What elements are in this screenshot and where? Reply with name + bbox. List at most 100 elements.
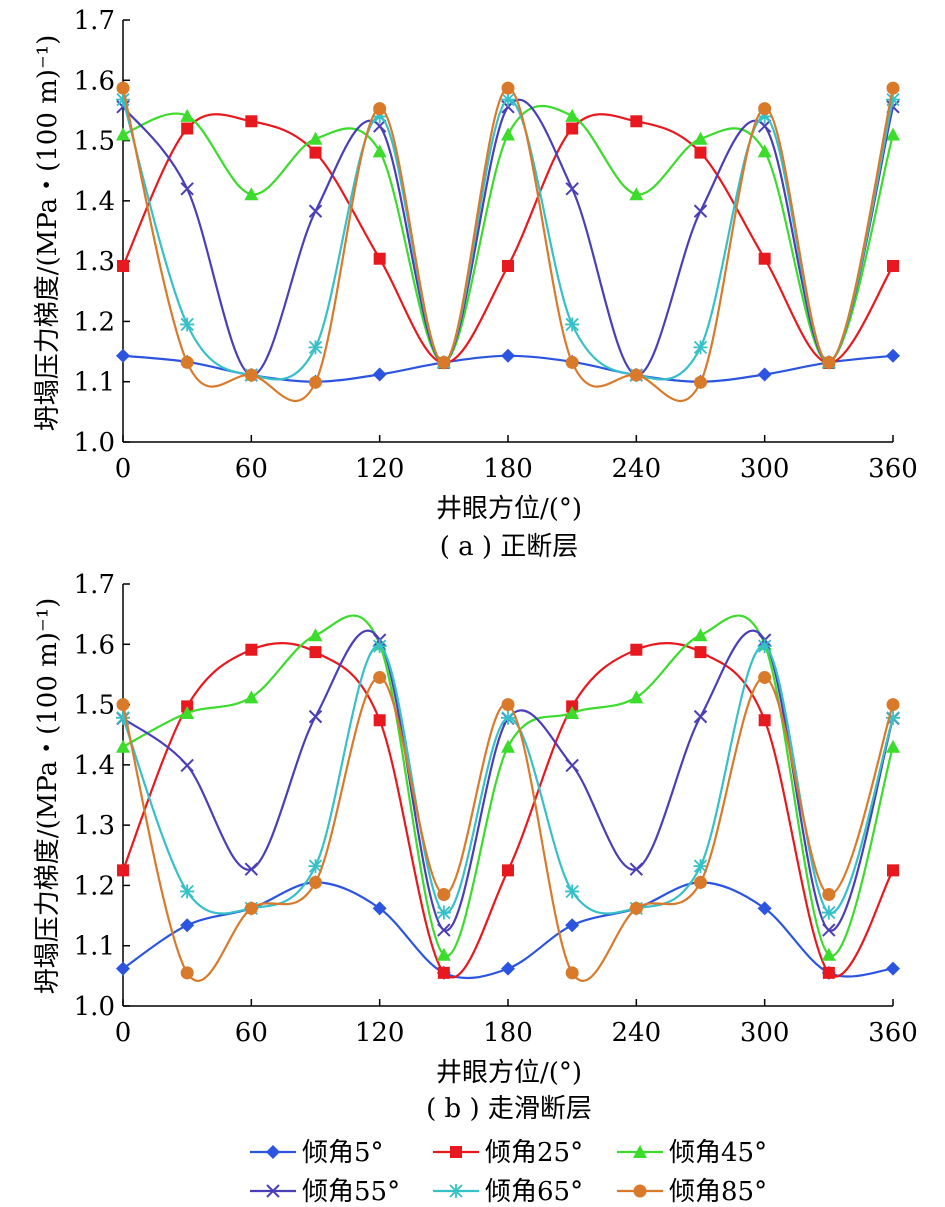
y-tick-label: 1.4 bbox=[74, 187, 115, 217]
legend-marker bbox=[433, 1184, 479, 1198]
series-line bbox=[121, 98, 895, 381]
circle-marker bbox=[373, 102, 387, 116]
legend-label: 倾角55° bbox=[302, 1177, 400, 1207]
circle-marker bbox=[373, 670, 387, 684]
x-tick-label: 0 bbox=[115, 1018, 132, 1048]
legend-item: 倾角5° bbox=[250, 1138, 384, 1168]
square-marker bbox=[245, 643, 258, 656]
panel-caption: ( b ) 走滑断层 bbox=[426, 1094, 592, 1124]
square-marker bbox=[887, 864, 899, 877]
star-marker bbox=[308, 340, 323, 355]
circle-marker bbox=[758, 670, 772, 684]
x-marker bbox=[565, 182, 579, 196]
x-marker bbox=[266, 1184, 280, 1198]
y-tick-label: 1.0 bbox=[74, 428, 115, 458]
diamond-marker bbox=[886, 348, 900, 363]
x-marker bbox=[308, 709, 323, 724]
diamond-marker bbox=[886, 961, 900, 976]
x-tick-label: 300 bbox=[740, 1018, 790, 1048]
x-tick-label: 240 bbox=[612, 1018, 662, 1048]
legend-item: 倾角55° bbox=[250, 1177, 400, 1207]
x-marker bbox=[244, 862, 259, 876]
circle-marker bbox=[116, 698, 130, 712]
legend-item: 倾角45° bbox=[617, 1138, 767, 1168]
series-line bbox=[122, 614, 895, 957]
circle-marker bbox=[501, 698, 515, 712]
diamond-marker bbox=[757, 367, 772, 382]
star-marker bbox=[886, 92, 900, 107]
diamond-marker bbox=[116, 961, 130, 976]
circle-marker bbox=[180, 355, 194, 369]
diamond-marker bbox=[565, 918, 580, 933]
star-marker bbox=[501, 710, 515, 725]
y-tick-label: 1.4 bbox=[74, 751, 115, 781]
x-marker bbox=[308, 204, 323, 218]
x-marker bbox=[693, 204, 708, 218]
square-marker bbox=[437, 966, 450, 979]
y-tick-label: 1.3 bbox=[74, 811, 115, 841]
x-marker bbox=[437, 923, 451, 937]
x-marker bbox=[629, 862, 644, 876]
legend-label: 倾角85° bbox=[669, 1177, 767, 1207]
legend-label: 倾角25° bbox=[485, 1138, 583, 1168]
circle-marker bbox=[437, 355, 451, 369]
triangle-marker bbox=[565, 108, 580, 122]
triangle-marker bbox=[436, 947, 451, 961]
triangle-marker bbox=[116, 127, 130, 141]
legend-marker bbox=[617, 1145, 663, 1158]
star-marker bbox=[308, 859, 323, 874]
x-marker bbox=[693, 709, 708, 724]
square-marker bbox=[566, 122, 579, 135]
series-star bbox=[116, 639, 900, 920]
square-marker bbox=[822, 966, 835, 979]
diamond-marker bbox=[116, 348, 130, 363]
x-axis-label: 井眼方位/(°) bbox=[436, 1058, 582, 1088]
x-marker bbox=[372, 119, 387, 133]
diamond-marker bbox=[372, 901, 387, 916]
legend-item: 倾角25° bbox=[433, 1138, 583, 1168]
x-tick-label: 300 bbox=[740, 454, 790, 484]
star-marker bbox=[436, 905, 451, 920]
star-marker bbox=[886, 710, 900, 725]
star-marker bbox=[757, 639, 772, 654]
triangle-marker bbox=[629, 690, 644, 704]
triangle-marker bbox=[501, 739, 515, 753]
circle-marker bbox=[180, 966, 194, 980]
diamond-marker bbox=[372, 367, 387, 382]
square-marker bbox=[117, 259, 129, 272]
square-marker bbox=[373, 714, 386, 727]
y-axis-label: 坍塌压力梯度/(MPa・(100 m)⁻¹) bbox=[33, 598, 63, 994]
series-circle bbox=[116, 670, 900, 982]
circle-marker bbox=[758, 102, 772, 116]
legend-marker bbox=[617, 1184, 663, 1198]
triangle-marker bbox=[308, 131, 323, 145]
triangle-marker bbox=[886, 739, 900, 753]
chart-panel-strike-slip-fault: 坍塌压力梯度/(MPa・(100 m)⁻¹) 井眼方位/(°) ( b ) 走滑… bbox=[33, 570, 918, 1124]
circle-marker bbox=[694, 875, 707, 889]
y-tick-label: 1.7 bbox=[74, 6, 115, 36]
legend-item: 倾角85° bbox=[617, 1177, 767, 1207]
y-axis-label: 坍塌压力梯度/(MPa・(100 m)⁻¹) bbox=[33, 35, 63, 431]
axes: 1.0 1.1 1.2 1.3 1.4 1.5 1.6 1.7 0 60 120 180 240 300 3… bbox=[74, 6, 918, 484]
diamond-marker bbox=[180, 918, 195, 933]
triangle-marker bbox=[757, 144, 772, 158]
y-tick-label: 1.6 bbox=[74, 66, 115, 96]
circle-marker bbox=[244, 901, 258, 915]
star-marker bbox=[449, 1184, 463, 1198]
diamond-marker bbox=[266, 1145, 280, 1159]
square-marker bbox=[309, 146, 322, 159]
star-marker bbox=[116, 710, 130, 725]
y-tick-label: 1.2 bbox=[74, 871, 115, 901]
square-marker bbox=[887, 259, 899, 272]
square-marker bbox=[450, 1146, 462, 1158]
star-marker bbox=[180, 884, 195, 899]
series-diamond bbox=[116, 875, 900, 980]
star-marker bbox=[565, 317, 580, 332]
x-tick-label: 240 bbox=[612, 454, 662, 484]
legend-label: 倾角5° bbox=[302, 1138, 384, 1168]
x-tick-label: 60 bbox=[235, 454, 268, 484]
series-triangle bbox=[116, 104, 900, 369]
circle-marker bbox=[633, 1184, 647, 1198]
series-diamond bbox=[116, 348, 900, 389]
legend-label: 倾角45° bbox=[669, 1138, 767, 1168]
